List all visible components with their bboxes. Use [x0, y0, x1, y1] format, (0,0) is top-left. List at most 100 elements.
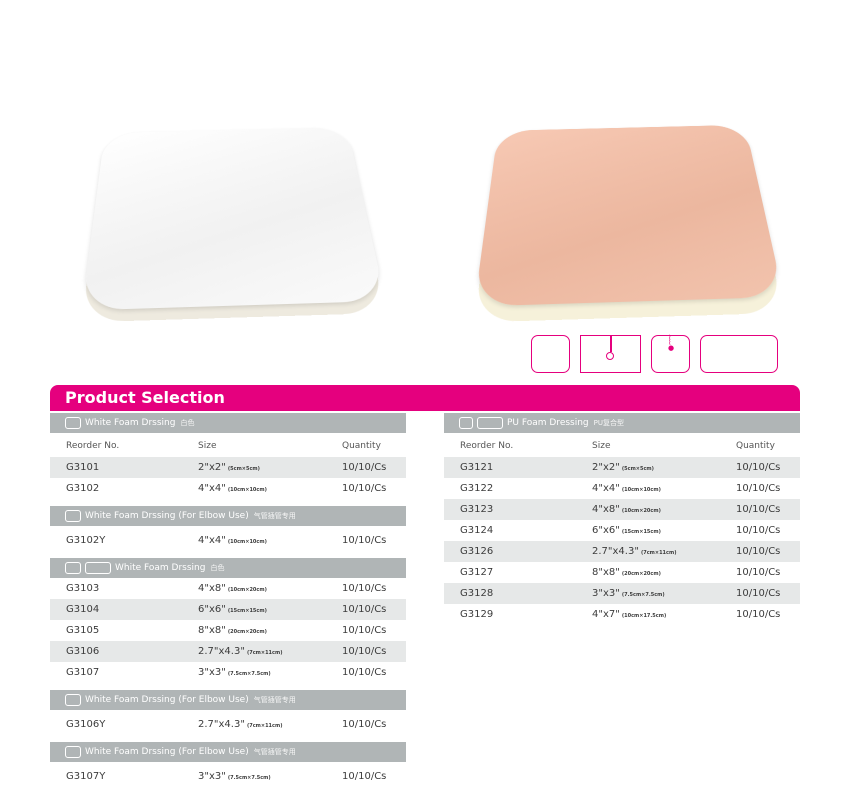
zigzag-tag-icon: ⌇ ⌇ ●	[651, 335, 690, 373]
quantity: 10/10/Cs	[736, 462, 781, 473]
shape-icon	[65, 562, 81, 574]
quantity: 10/10/Cs	[342, 583, 387, 594]
group-name-cn: 气管插管专用	[253, 696, 296, 704]
metric-size: (7.5cm×7.5cm)	[227, 671, 271, 677]
shape-icon	[459, 417, 473, 429]
reorder-no: G3104	[66, 604, 100, 615]
group-name: PU Foam Dressing	[507, 418, 589, 428]
group-name-cn: 白色	[210, 564, 225, 572]
quantity: 10/10/Cs	[342, 462, 387, 473]
col-quantity: Quantity	[736, 441, 775, 451]
table-row: G3102 4"x4" (10cm×10cm) 10/10/Cs	[50, 478, 406, 499]
reorder-no: G3129	[460, 609, 494, 620]
size: 4"x4" (10cm×10cm)	[198, 483, 267, 494]
quantity: 10/10/Cs	[342, 719, 387, 730]
column-headers: Reorder No. Size Quantity	[444, 435, 800, 457]
size: 8"x8" (20cm×20cm)	[198, 625, 267, 636]
shape-icon	[85, 562, 111, 574]
size: 2"x2" (5cm×5cm)	[198, 462, 260, 473]
quantity: 10/10/Cs	[736, 567, 781, 578]
shape-icon	[65, 694, 81, 706]
group-name: White Foam Drssing (For Elbow Use)	[85, 511, 249, 521]
group-header: White Foam Drssing (For Elbow Use) 气管插管专用	[50, 506, 406, 526]
metric-size: (5cm×5cm)	[621, 466, 654, 472]
table-row: G3106Y 2.7"x4.3" (7cm×11cm) 10/10/Cs	[50, 714, 406, 735]
reorder-no: G3126	[460, 546, 494, 557]
shape-icon	[65, 510, 81, 522]
quantity: 10/10/Cs	[342, 483, 387, 494]
group-name: White Foam Drssing	[85, 418, 176, 428]
quantity: 10/10/Cs	[342, 646, 387, 657]
size: 4"x8" (10cm×20cm)	[592, 504, 661, 515]
product-selection-header: Product Selection	[50, 385, 800, 411]
quantity: 10/10/Cs	[736, 609, 781, 620]
quantity: 10/10/Cs	[342, 625, 387, 636]
quantity: 10/10/Cs	[736, 504, 781, 515]
group-name-cn: 白色	[180, 419, 195, 427]
left-product-table: White Foam Drssing 白色 Reorder No. Size Quant…	[50, 413, 406, 787]
metric-size: (10cm×10cm)	[621, 487, 661, 493]
reorder-no: G3105	[66, 625, 100, 636]
table-row: G3107 3"x3" (7.5cm×7.5cm) 10/10/Cs	[50, 662, 406, 683]
group-name-cn: 气管插管专用	[253, 748, 296, 756]
metric-size: (5cm×5cm)	[227, 466, 260, 472]
shape-icon	[65, 746, 81, 758]
table-row: G3128 3"x3" (7.5cm×7.5cm) 10/10/Cs	[444, 583, 800, 604]
table-row: G3104 6"x6" (15cm×15cm) 10/10/Cs	[50, 599, 406, 620]
column-headers: Reorder No. Size Quantity	[50, 435, 406, 457]
size: 8"x8" (20cm×20cm)	[592, 567, 661, 578]
col-size: Size	[592, 441, 611, 451]
rounded-square-icon	[531, 335, 570, 373]
size: 3"x3" (7.5cm×7.5cm)	[198, 771, 271, 782]
group-header: White Foam Drssing (For Elbow Use) 气管插管专用	[50, 690, 406, 710]
reorder-no: G3128	[460, 588, 494, 599]
reorder-no: G3101	[66, 462, 100, 473]
reorder-no: G3106Y	[66, 719, 106, 730]
reorder-no: G3102Y	[66, 535, 106, 546]
metric-size: (10cm×20cm)	[621, 508, 661, 514]
metric-size: (10cm×20cm)	[227, 587, 267, 593]
hanging-tag-icon	[580, 335, 641, 373]
table-row: G3127 8"x8" (20cm×20cm) 10/10/Cs	[444, 562, 800, 583]
table-row: G3129 4"x7" (10cm×17.5cm) 10/10/Cs	[444, 604, 800, 625]
metric-size: (20cm×20cm)	[227, 629, 267, 635]
table-row: G3122 4"x4" (10cm×10cm) 10/10/Cs	[444, 478, 800, 499]
reorder-no: G3123	[460, 504, 494, 515]
metric-size: (7.5cm×7.5cm)	[227, 775, 271, 781]
group-name: White Foam Drssing (For Elbow Use)	[85, 747, 249, 757]
table-row: G3126 2.7"x4.3" (7cm×11cm) 10/10/Cs	[444, 541, 800, 562]
size: 4"x7" (10cm×17.5cm)	[592, 609, 667, 620]
reorder-no: G3121	[460, 462, 494, 473]
quantity: 10/10/Cs	[342, 771, 387, 782]
table-row: G3102Y 4"x4" (10cm×10cm) 10/10/Cs	[50, 530, 406, 551]
table-row: G3123 4"x8" (10cm×20cm) 10/10/Cs	[444, 499, 800, 520]
size: 6"x6" (15cm×15cm)	[592, 525, 661, 536]
metric-size: (10cm×10cm)	[227, 539, 267, 545]
group-name-cn: PU复合型	[593, 419, 625, 427]
reorder-no: G3102	[66, 483, 100, 494]
metric-size: (7cm×11cm)	[246, 650, 283, 656]
reorder-no: G3122	[460, 483, 494, 494]
reorder-no: G3127	[460, 567, 494, 578]
table-row: G3101 2"x2" (5cm×5cm) 10/10/Cs	[50, 457, 406, 478]
table-row: G3107Y 3"x3" (7.5cm×7.5cm) 10/10/Cs	[50, 766, 406, 787]
metric-size: (7cm×11cm)	[640, 550, 677, 556]
shape-icon	[477, 417, 503, 429]
reorder-no: G3106	[66, 646, 100, 657]
group-name: White Foam Drssing (For Elbow Use)	[85, 695, 249, 705]
size: 2.7"x4.3" (7cm×11cm)	[198, 646, 283, 657]
size: 2.7"x4.3" (7cm×11cm)	[198, 719, 283, 730]
table-row: G3106 2.7"x4.3" (7cm×11cm) 10/10/Cs	[50, 641, 406, 662]
metric-size: (15cm×15cm)	[227, 608, 267, 614]
col-reorder: Reorder No.	[66, 441, 120, 451]
reorder-no: G3107Y	[66, 771, 106, 782]
wide-rect-icon	[700, 335, 778, 373]
right-product-table: PU Foam Dressing PU复合型 Reorder No. Size Quan…	[444, 413, 800, 625]
size: 3"x3" (7.5cm×7.5cm)	[592, 588, 665, 599]
table-row: G3121 2"x2" (5cm×5cm) 10/10/Cs	[444, 457, 800, 478]
metric-size: (20cm×20cm)	[621, 571, 661, 577]
quantity: 10/10/Cs	[736, 525, 781, 536]
table-row: G3103 4"x8" (10cm×20cm) 10/10/Cs	[50, 578, 406, 599]
size: 4"x4" (10cm×10cm)	[592, 483, 661, 494]
